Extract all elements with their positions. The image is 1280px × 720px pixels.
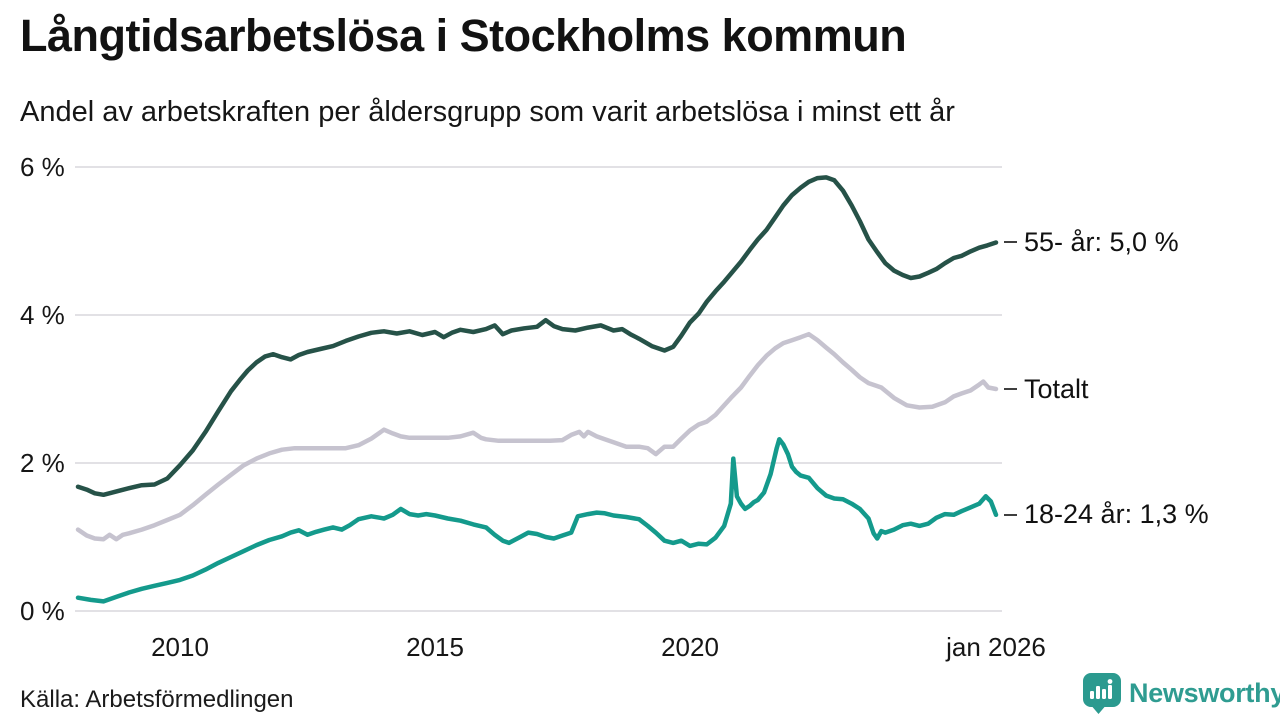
series-label-text: Totalt — [1024, 373, 1089, 404]
brand-wordmark: Newsworthy — [1129, 677, 1280, 708]
label-connector-dash — [1004, 513, 1017, 516]
x-tick-label: 2020 — [661, 632, 719, 662]
series-label-18-24 år: 18-24 år: 1,3 % — [1004, 498, 1209, 532]
brand-logo: Newsworthy — [1082, 672, 1280, 714]
x-tick-label: jan 2026 — [946, 632, 1046, 662]
y-tick-label: 6 % — [20, 152, 65, 182]
source-note: Källa: Arbetsförmedlingen — [20, 686, 294, 713]
series-label-text: 18-24 år: 1,3 % — [1024, 499, 1209, 530]
x-tick-label: 2015 — [406, 632, 464, 662]
series-line-Totalt — [75, 331, 999, 542]
series-label-Totalt: Totalt — [1004, 372, 1089, 406]
y-tick-label: 0 % — [20, 596, 65, 626]
label-connector-dash — [1004, 388, 1017, 390]
x-tick-label: 2010 — [151, 632, 209, 662]
newsworthy-bars-icon — [1083, 673, 1121, 714]
series-label-55- år: 55- år: 5,0 % — [1004, 225, 1179, 259]
series-line-18-24 år — [75, 437, 999, 604]
y-tick-label: 4 % — [20, 300, 65, 330]
page-title: Långtidsarbetslösa i Stockholms kommun — [20, 10, 907, 61]
y-tick-label: 2 % — [20, 448, 65, 478]
series-label-text: 55- år: 5,0 % — [1024, 226, 1179, 257]
series-line-55- år — [75, 175, 999, 498]
page-subtitle: Andel av arbetskraften per åldersgrupp s… — [20, 96, 955, 128]
label-connector-dash — [1004, 241, 1017, 244]
